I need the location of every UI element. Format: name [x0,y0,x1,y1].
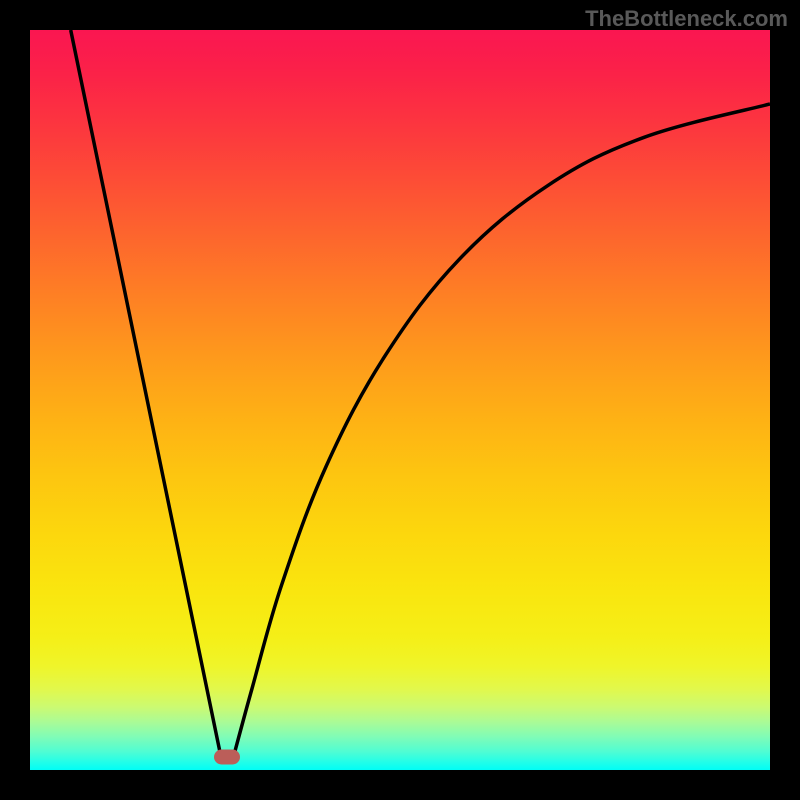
optimum-marker [214,749,240,764]
watermark-text: TheBottleneck.com [585,6,788,32]
bottleneck-curve [30,30,770,770]
plot-area [30,30,770,770]
